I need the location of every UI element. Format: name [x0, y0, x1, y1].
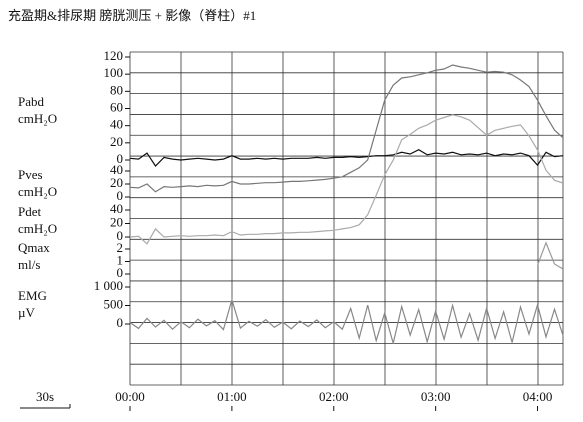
y-tick-label: 2: [117, 240, 124, 255]
x-tick-label: 03:00: [421, 389, 451, 404]
trace: [129, 149, 564, 167]
y-tick-label: 0: [117, 315, 124, 330]
y-tick-label: 20: [110, 134, 123, 149]
y-tick-label: 20: [110, 214, 123, 229]
x-tick-label: 02:00: [319, 389, 349, 404]
y-tick-label: 1: [117, 252, 124, 267]
channel-unit: cmH₂O: [18, 221, 57, 236]
y-tick-label: 100: [104, 65, 124, 80]
trace: [536, 241, 564, 270]
channel-label: Qmax: [18, 240, 50, 255]
y-tick-label: 0: [117, 151, 124, 166]
chart-title: 充盈期&排尿期 膀胱测压 + 影像（脊柱）#1: [8, 8, 256, 23]
y-tick-label: 0: [117, 188, 124, 203]
channel-unit: cmH₂O: [18, 111, 57, 126]
y-tick-label: 500: [104, 296, 124, 311]
channel-label: Pabd: [18, 94, 45, 109]
x-tick-label: 04:00: [523, 389, 553, 404]
scale-bar-label: 30s: [36, 389, 54, 404]
y-tick-label: 40: [110, 117, 123, 132]
trace: [129, 297, 564, 345]
y-tick-label: 40: [110, 201, 123, 216]
trace: [129, 114, 564, 245]
channel-unit: µV: [18, 305, 35, 320]
channel-unit: cmH₂O: [18, 184, 57, 199]
x-tick-label: 00:00: [115, 389, 145, 404]
y-tick-label: 60: [110, 99, 123, 114]
y-tick-label: 20: [110, 175, 123, 190]
trace: [129, 64, 564, 193]
y-tick-label: 80: [110, 82, 123, 97]
channel-unit: ml/s: [18, 257, 40, 272]
x-tick-label: 01:00: [217, 389, 247, 404]
channel-label: EMG: [18, 288, 47, 303]
y-tick-label: 1 000: [94, 278, 123, 293]
y-tick-label: 0: [117, 228, 124, 243]
y-tick-label: 120: [104, 48, 124, 63]
channel-label: Pves: [18, 167, 43, 182]
frame: [129, 51, 564, 386]
y-tick-label: 40: [110, 162, 123, 177]
y-tick-label: 0: [117, 265, 124, 280]
channel-label: Pdet: [18, 204, 42, 219]
